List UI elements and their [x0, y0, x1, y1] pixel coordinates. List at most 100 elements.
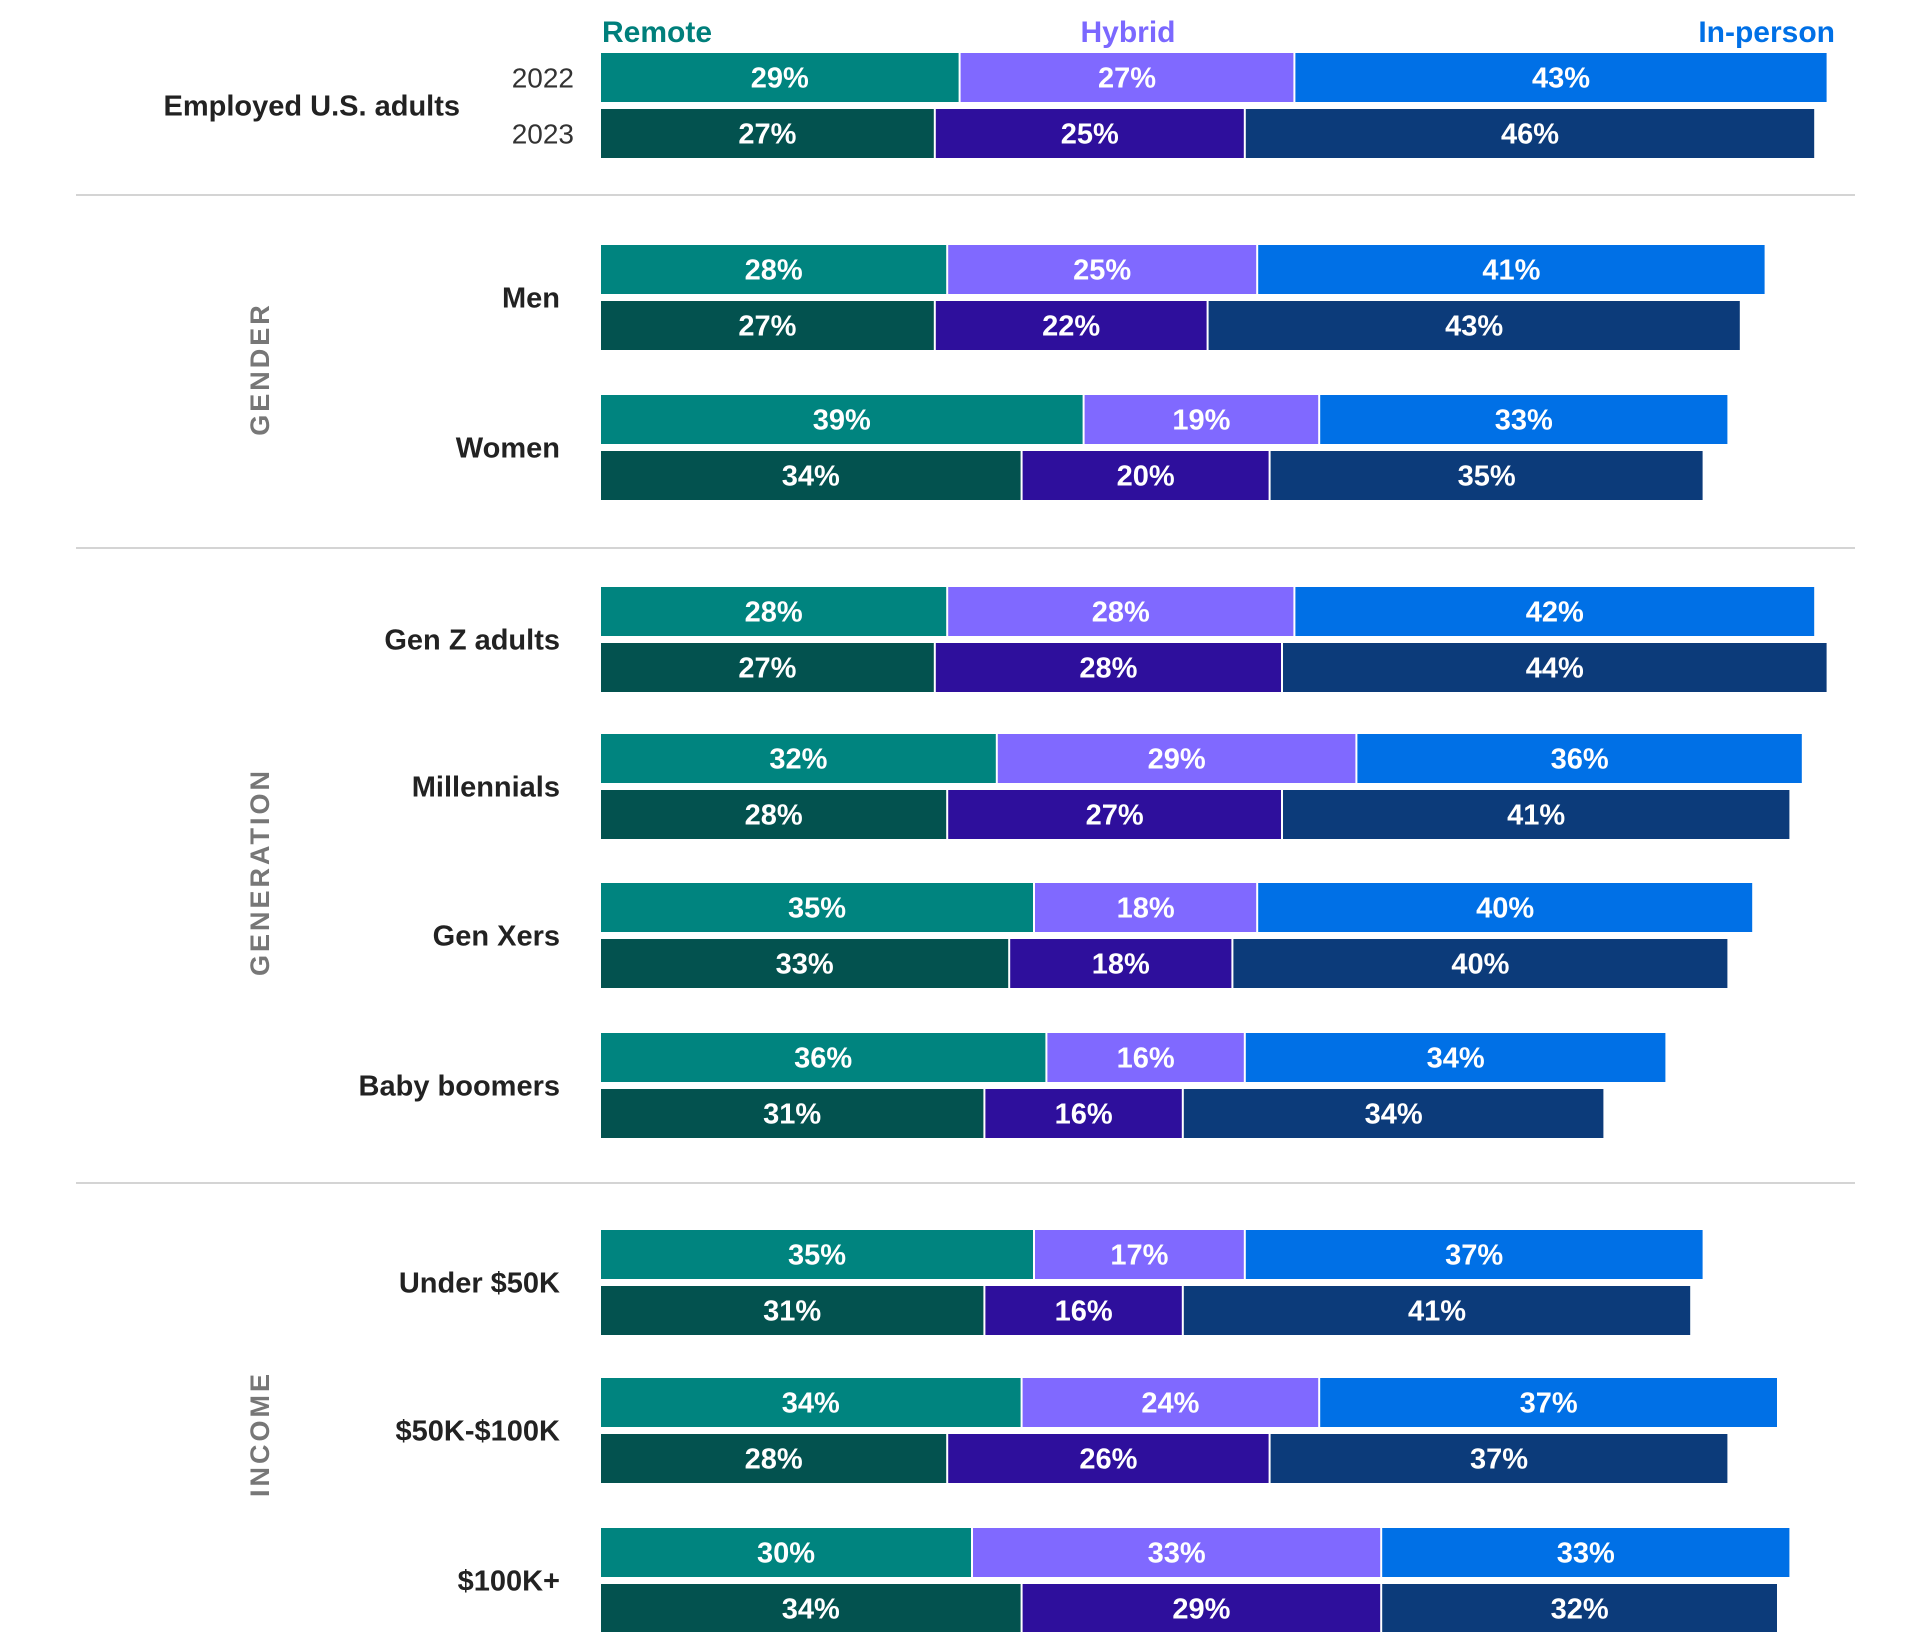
data-label-hybrid-2023: 22% [1042, 311, 1100, 343]
data-label-remote-2023: 33% [776, 949, 834, 981]
data-label-in-person-2023: 40% [1451, 949, 1509, 981]
bar-segment-remote-2023 [601, 1089, 984, 1138]
bar-segment-hybrid-2023 [1022, 1584, 1381, 1632]
data-label-remote-2023: 31% [763, 1099, 821, 1131]
bar-segment-in-person-2023 [1283, 643, 1827, 692]
bar-segment-in-person-2022 [1258, 245, 1765, 294]
bar-segment-in-person-2023 [1233, 939, 1728, 988]
bar-segment-hybrid-2023 [948, 790, 1281, 839]
legend-in-person: In-person [1698, 16, 1835, 49]
section-label-income: INCOME [245, 1371, 275, 1497]
row-label: $100K+ [458, 1566, 560, 1598]
bar-segment-remote-2023 [601, 301, 934, 350]
data-label-remote-2022: 30% [757, 1538, 815, 1570]
bar-segment-hybrid-2022 [1022, 1378, 1319, 1427]
data-label-hybrid-2022: 19% [1172, 405, 1230, 437]
data-label-remote-2022: 28% [745, 255, 803, 287]
bar-segment-remote-2022 [601, 734, 996, 783]
bar-segment-in-person-2023 [1283, 790, 1790, 839]
bar-segment-hybrid-2022 [973, 1528, 1381, 1577]
data-label-hybrid-2023: 29% [1172, 1594, 1230, 1626]
bar-segment-in-person-2023 [1270, 1434, 1728, 1483]
data-label-in-person-2023: 35% [1458, 461, 1516, 493]
row-label: Under $50K [399, 1268, 560, 1300]
section-label-gender: GENDER [245, 302, 275, 436]
bar-segment-hybrid-2023 [935, 109, 1244, 158]
data-label-remote-2022: 39% [813, 405, 871, 437]
bar-segment-hybrid-2023 [1010, 939, 1232, 988]
data-label-in-person-2022: 37% [1445, 1240, 1503, 1272]
bar-segment-in-person-2023 [1183, 1089, 1604, 1138]
data-label-in-person-2023: 43% [1445, 311, 1503, 343]
data-label-remote-2022: 35% [788, 893, 846, 925]
bar-segment-hybrid-2023 [985, 1089, 1182, 1138]
bar-segment-in-person-2022 [1320, 1378, 1777, 1427]
data-label-in-person-2023: 32% [1551, 1594, 1609, 1626]
row-label: Women [456, 433, 560, 465]
bar-segment-in-person-2023 [1245, 109, 1815, 158]
bar-segment-in-person-2023 [1208, 301, 1740, 350]
data-label-hybrid-2022: 29% [1148, 744, 1206, 776]
bar-segment-hybrid-2023 [1022, 451, 1269, 500]
data-label-remote-2023: 34% [782, 461, 840, 493]
data-label-hybrid-2022: 27% [1098, 63, 1156, 95]
data-label-remote-2022: 28% [745, 597, 803, 629]
data-label-in-person-2023: 41% [1507, 800, 1565, 832]
data-label-in-person-2022: 36% [1551, 744, 1609, 776]
bar-segment-remote-2022 [601, 395, 1083, 444]
bar-segment-remote-2022 [601, 1378, 1021, 1427]
row-label: Employed U.S. adults [164, 91, 461, 123]
data-label-remote-2023: 28% [745, 800, 803, 832]
bar-segment-remote-2023 [601, 1584, 1021, 1632]
data-label-in-person-2022: 33% [1495, 405, 1553, 437]
bar-segment-hybrid-2022 [1047, 1033, 1244, 1082]
bar-segment-in-person-2022 [1357, 734, 1802, 783]
bar-segment-hybrid-2023 [935, 301, 1207, 350]
data-label-hybrid-2022: 16% [1117, 1043, 1175, 1075]
data-label-in-person-2022: 37% [1520, 1388, 1578, 1420]
data-label-remote-2022: 35% [788, 1240, 846, 1272]
data-label-in-person-2022: 43% [1532, 63, 1590, 95]
data-label-hybrid-2022: 33% [1148, 1538, 1206, 1570]
bar-segment-hybrid-2022 [948, 587, 1294, 636]
bar-segment-hybrid-2023 [935, 643, 1281, 692]
data-label-hybrid-2022: 18% [1117, 893, 1175, 925]
bar-segment-remote-2022 [601, 587, 947, 636]
year-label-2022: 2022 [512, 63, 574, 94]
data-label-hybrid-2023: 20% [1117, 461, 1175, 493]
bar-segment-hybrid-2022 [1035, 1230, 1244, 1279]
data-label-hybrid-2022: 24% [1141, 1388, 1199, 1420]
data-label-hybrid-2023: 18% [1092, 949, 1150, 981]
legend-remote: Remote [602, 16, 712, 49]
data-label-in-person-2023: 46% [1501, 119, 1559, 151]
section-label-generation: GENERATION [245, 768, 275, 976]
data-label-remote-2023: 27% [738, 311, 796, 343]
data-label-hybrid-2023: 16% [1055, 1296, 1113, 1328]
bar-segment-remote-2022 [601, 1033, 1046, 1082]
data-label-remote-2022: 29% [751, 63, 809, 95]
bar-segment-in-person-2022 [1295, 587, 1815, 636]
bar-segment-remote-2023 [601, 790, 947, 839]
year-label-2023: 2023 [512, 119, 574, 150]
bar-segment-in-person-2022 [1245, 1230, 1703, 1279]
data-label-hybrid-2023: 16% [1055, 1099, 1113, 1131]
data-label-hybrid-2022: 28% [1092, 597, 1150, 629]
data-label-remote-2023: 31% [763, 1296, 821, 1328]
bar-segment-hybrid-2022 [1035, 883, 1257, 932]
data-label-hybrid-2023: 26% [1079, 1444, 1137, 1476]
data-label-in-person-2023: 37% [1470, 1444, 1528, 1476]
bar-segment-in-person-2022 [1382, 1528, 1790, 1577]
bar-segment-hybrid-2023 [948, 1434, 1269, 1483]
bar-segment-remote-2023 [601, 451, 1021, 500]
bar-segment-in-person-2022 [1320, 395, 1728, 444]
bar-segment-remote-2023 [601, 939, 1009, 988]
data-label-remote-2022: 36% [794, 1043, 852, 1075]
bar-segment-in-person-2022 [1295, 53, 1827, 102]
bar-segment-remote-2023 [601, 109, 934, 158]
row-label: Gen Z adults [384, 625, 560, 657]
bar-segment-remote-2023 [601, 1434, 947, 1483]
data-label-remote-2023: 34% [782, 1594, 840, 1626]
row-label: $50K-$100K [396, 1416, 560, 1448]
data-label-remote-2022: 34% [782, 1388, 840, 1420]
bar-segment-in-person-2023 [1382, 1584, 1777, 1632]
